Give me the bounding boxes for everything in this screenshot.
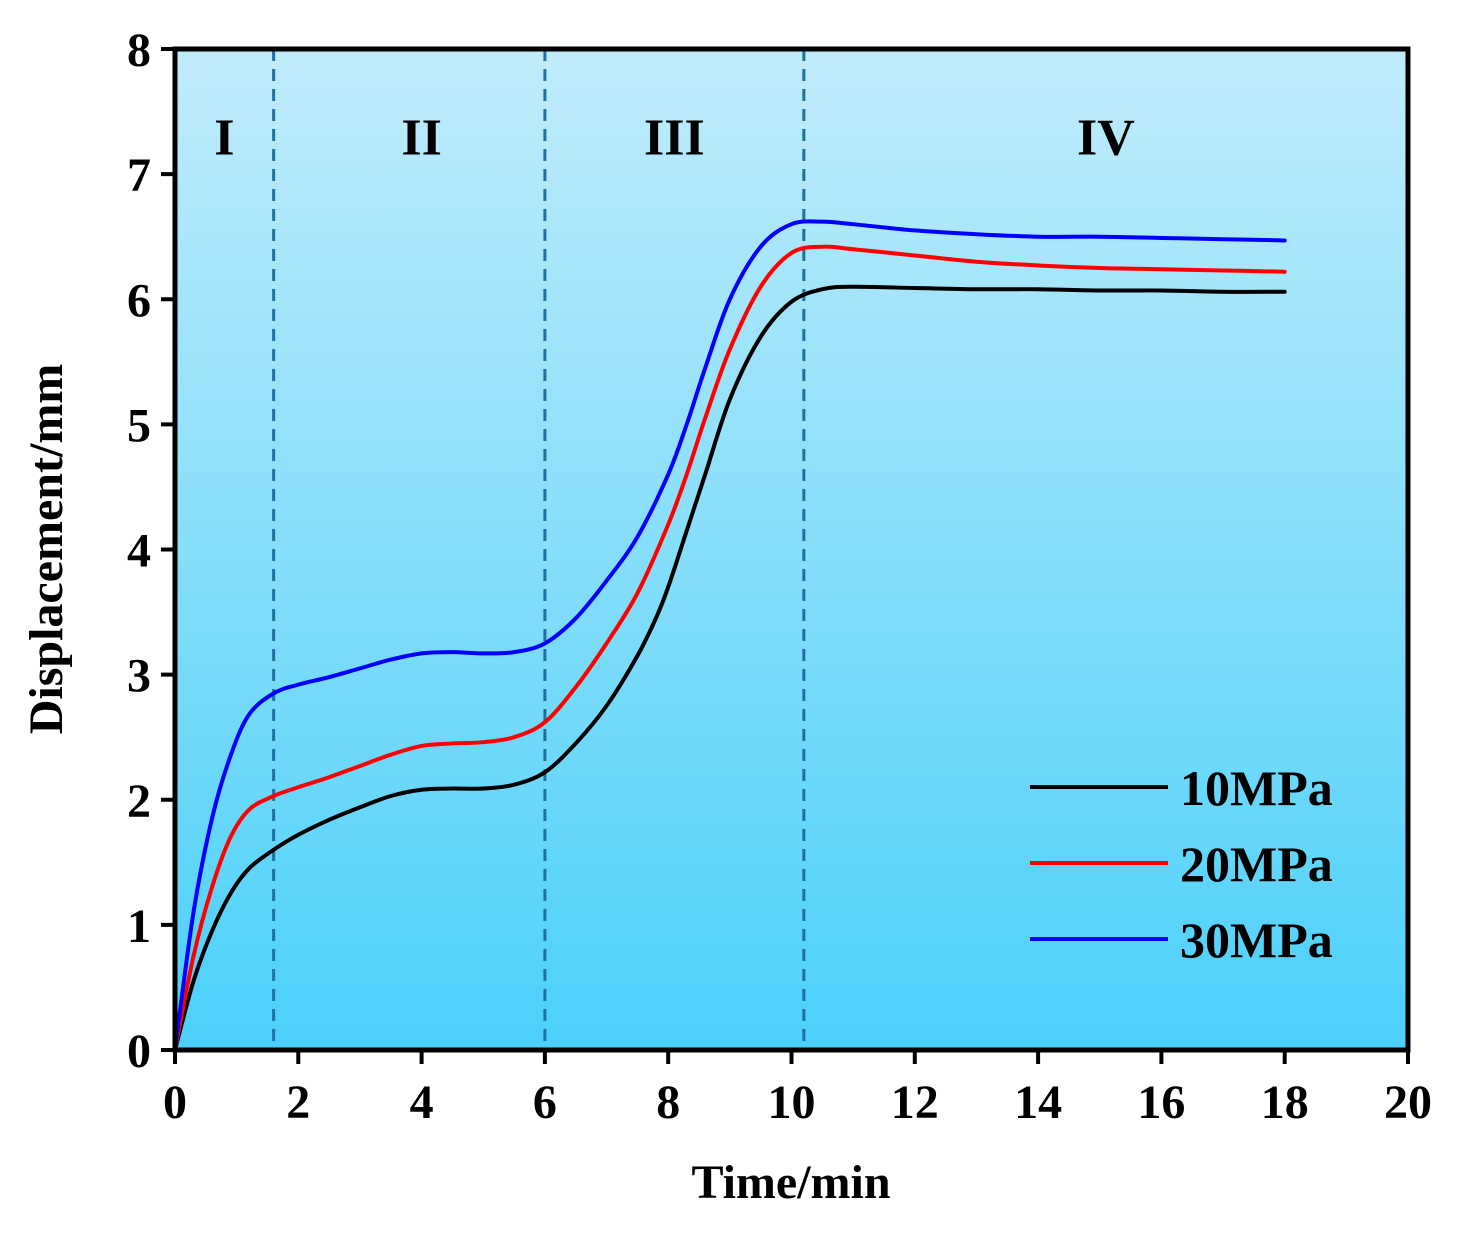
x-tick-label: 0 — [163, 1076, 187, 1129]
stage-label: II — [401, 110, 441, 167]
y-axis-title: Displacement/mm — [20, 364, 73, 735]
y-tick-label: 3 — [127, 650, 151, 703]
x-tick-label: 8 — [656, 1076, 680, 1129]
x-axis-title: Time/min — [691, 1156, 890, 1209]
stage-boundary-lines — [272, 49, 806, 1050]
y-tick-label: 5 — [127, 399, 151, 452]
x-tick-label: 2 — [286, 1076, 310, 1129]
series-line-20mpa — [175, 244, 1287, 1050]
y-tick-label: 7 — [127, 149, 151, 202]
stage-label: III — [644, 110, 705, 167]
x-tick-label: 12 — [891, 1076, 939, 1129]
y-tick-label: 2 — [127, 775, 151, 828]
y-tick-label: 4 — [127, 525, 151, 578]
data-series — [175, 219, 1287, 1050]
legend: 10MPa 20MPa 30MPa — [1030, 760, 1333, 968]
series-line-30mpa — [175, 219, 1287, 1050]
x-tick-label: 18 — [1261, 1076, 1309, 1129]
x-tick-label: 4 — [410, 1076, 434, 1129]
legend-label: 10MPa — [1180, 760, 1333, 816]
x-tick-label: 14 — [1014, 1076, 1062, 1129]
x-tick-label: 16 — [1137, 1076, 1185, 1129]
stage-labels: I II III IV — [214, 110, 1135, 167]
stage-label: IV — [1077, 110, 1135, 167]
y-tick-label: 0 — [127, 1025, 151, 1078]
legend-label: 20MPa — [1180, 836, 1333, 892]
y-tick-label: 8 — [127, 24, 151, 77]
y-tick-label: 1 — [127, 900, 151, 953]
legend-label: 30MPa — [1180, 912, 1333, 968]
y-tick-label: 6 — [127, 274, 151, 327]
x-tick-label: 6 — [533, 1076, 557, 1129]
x-tick-label: 10 — [768, 1076, 816, 1129]
stage-label: I — [214, 110, 234, 167]
series-line-10mpa — [175, 284, 1287, 1050]
plot-background — [175, 49, 1408, 1050]
plot-frame — [172, 46, 1411, 1053]
x-tick-label: 20 — [1384, 1076, 1432, 1129]
